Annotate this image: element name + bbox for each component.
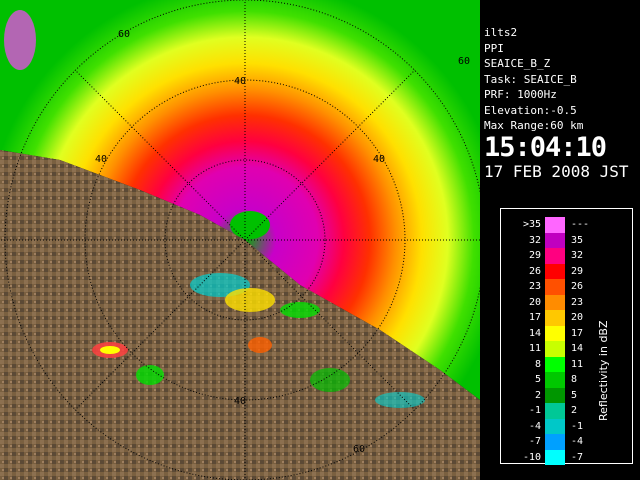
legend-lower-bound: 23 bbox=[528, 281, 541, 292]
azimuth-line bbox=[74, 69, 246, 241]
legend-row: -10 -7 bbox=[507, 449, 601, 465]
scan-type: PPI bbox=[484, 41, 504, 55]
range-ring-label: 60 bbox=[118, 29, 130, 40]
legend-upper-bound: -7 bbox=[571, 451, 584, 463]
legend-upper-bound: 23 bbox=[571, 296, 584, 308]
legend-upper-bound: 2 bbox=[571, 405, 578, 416]
legend-upper-bound: 29 bbox=[571, 265, 584, 277]
legend-row: 23 26 bbox=[507, 279, 601, 295]
azimuth-line bbox=[244, 239, 416, 411]
range-ring-label: 60 bbox=[353, 444, 365, 455]
legend-color-swatch bbox=[545, 217, 565, 233]
range-ring-label: 40 bbox=[234, 76, 246, 87]
legend-color-swatch bbox=[545, 263, 565, 279]
legend-lower-bound: -7 bbox=[528, 436, 541, 447]
legend-lower-bound: >35 bbox=[522, 219, 541, 230]
legend-row: 8 11 bbox=[507, 356, 601, 372]
legend-upper-bound: 8 bbox=[571, 374, 578, 385]
legend-color-swatch bbox=[545, 341, 565, 357]
legend-upper-bound: 5 bbox=[571, 389, 578, 401]
product-name: SEAICE_B_Z bbox=[484, 57, 551, 70]
legend-color-swatch bbox=[545, 310, 565, 326]
legend-lower-bound: 32 bbox=[528, 234, 541, 246]
sea-echo bbox=[0, 0, 480, 400]
legend-table: >35 --- 32 35 29 32 26 29 23 26 20 23 17 20 14 17 11 14 8 1… bbox=[507, 217, 601, 465]
legend-upper-bound: 35 bbox=[571, 234, 584, 246]
max-range-value: Max Range:60 km bbox=[484, 119, 584, 132]
range-ring-20 bbox=[164, 159, 326, 321]
legend-color-swatch bbox=[545, 434, 565, 450]
legend-upper-bound: 11 bbox=[571, 358, 584, 370]
legend-row: 26 29 bbox=[507, 263, 601, 279]
azimuth-line bbox=[244, 69, 416, 241]
legend-lower-bound: 20 bbox=[528, 296, 541, 308]
legend-upper-bound: 26 bbox=[571, 281, 584, 292]
legend-upper-bound: --- bbox=[571, 219, 590, 230]
legend-lower-bound: -4 bbox=[528, 420, 541, 432]
legend-color-swatch bbox=[545, 403, 565, 419]
legend-lower-bound: 11 bbox=[528, 343, 541, 354]
legend-color-swatch bbox=[545, 449, 565, 465]
legend-row: -7 -4 bbox=[507, 434, 601, 450]
scan-info-panel: ilts2 PPI SEAICE_B_Z Task: SEAICE_B PRF:… bbox=[480, 25, 640, 185]
range-ring-label: 40 bbox=[234, 396, 246, 407]
land-echo-cells bbox=[4, 10, 425, 408]
legend-color-swatch bbox=[545, 294, 565, 310]
legend-color-swatch bbox=[545, 232, 565, 248]
azimuth-line bbox=[74, 239, 246, 411]
legend-row: -4 -1 bbox=[507, 418, 601, 434]
legend-row: 14 17 bbox=[507, 325, 601, 341]
range-ring-label: 40 bbox=[95, 154, 107, 165]
range-ring-label: 40 bbox=[373, 154, 385, 165]
legend-color-swatch bbox=[545, 325, 565, 341]
legend-color-swatch bbox=[545, 372, 565, 388]
prf-value: PRF: 1000Hz bbox=[484, 88, 557, 101]
elevation-value: Elevation:-0.5 bbox=[484, 103, 577, 117]
legend-color-swatch bbox=[545, 418, 565, 434]
legend-color-swatch bbox=[545, 248, 565, 264]
color-legend: >35 --- 32 35 29 32 26 29 23 26 20 23 17 20 14 17 11 14 8 1… bbox=[500, 208, 633, 465]
legend-row: 29 32 bbox=[507, 248, 601, 264]
legend-upper-bound: -4 bbox=[571, 436, 584, 447]
land-area bbox=[0, 150, 480, 480]
legend-color-swatch bbox=[545, 279, 565, 295]
legend-upper-bound: 17 bbox=[571, 327, 584, 339]
legend-lower-bound: -10 bbox=[522, 451, 541, 463]
legend-upper-bound: -1 bbox=[571, 420, 584, 432]
legend-row: >35 --- bbox=[507, 217, 601, 233]
legend-row: -1 2 bbox=[507, 403, 601, 419]
legend-lower-bound: -1 bbox=[528, 405, 541, 416]
legend-row: 32 35 bbox=[507, 232, 601, 248]
legend-unit-label: Reflectivity in dBZ bbox=[597, 320, 610, 421]
legend-row: 11 14 bbox=[507, 341, 601, 357]
legend-lower-bound: 2 bbox=[534, 389, 541, 401]
legend-lower-bound: 5 bbox=[534, 374, 541, 385]
radar-ppi-display: 40 60 40 60 40 40 60 bbox=[0, 0, 480, 480]
legend-upper-bound: 32 bbox=[571, 250, 584, 261]
task-name: Task: SEAICE_B bbox=[484, 72, 577, 86]
legend-lower-bound: 29 bbox=[528, 250, 541, 261]
range-ring-label: 60 bbox=[458, 56, 470, 67]
legend-row: 20 23 bbox=[507, 294, 601, 310]
site-name: ilts2 bbox=[484, 26, 518, 39]
scan-date: 17 FEB 2008 JST bbox=[484, 161, 629, 181]
scan-time: 15:04:10 bbox=[484, 131, 607, 163]
legend-color-swatch bbox=[545, 387, 565, 403]
legend-lower-bound: 8 bbox=[534, 358, 541, 370]
legend-upper-bound: 14 bbox=[571, 343, 584, 354]
legend-lower-bound: 17 bbox=[528, 312, 541, 323]
legend-color-swatch bbox=[545, 356, 565, 372]
legend-lower-bound: 14 bbox=[528, 327, 541, 339]
legend-upper-bound: 20 bbox=[571, 312, 584, 323]
legend-lower-bound: 26 bbox=[528, 265, 541, 277]
legend-row: 17 20 bbox=[507, 310, 601, 326]
